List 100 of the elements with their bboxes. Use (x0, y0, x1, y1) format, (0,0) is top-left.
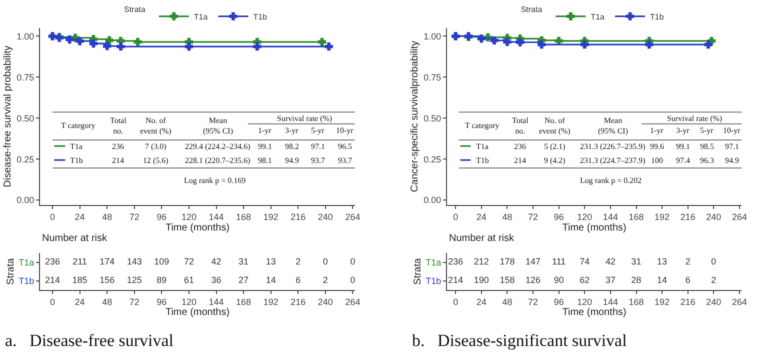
y-tick-label: 0.50 (424, 113, 442, 124)
x-tick-label: 192 (263, 212, 278, 222)
x-tick-label: 96 (156, 296, 167, 307)
x-tick-label: 120 (577, 296, 592, 307)
x-tick-label: 120 (181, 212, 196, 222)
data-label: 36 (211, 275, 222, 285)
annotation: 1-yr (650, 126, 664, 135)
data-label: 212 (474, 256, 489, 266)
legend-label: T1a (590, 12, 606, 22)
x-tick-label: 144 (602, 212, 618, 222)
data-label: 61 (184, 275, 194, 285)
x-tick-label: 0 (453, 212, 458, 222)
x-tick-label: 24 (74, 212, 85, 222)
x-tick-label: 240 (318, 296, 333, 307)
y-tick-label: 1.00 (424, 31, 442, 42)
annotation: Log rank p = 0.202 (580, 176, 642, 185)
annotation: 3-yr (676, 126, 690, 135)
data-label: 126 (526, 275, 541, 285)
data-label: 42 (605, 256, 616, 266)
y-tick-label: 0.75 (16, 72, 34, 82)
data-label: 158 (500, 275, 515, 285)
y-axis-title: Strata (6, 258, 17, 285)
x-tick-label: 264 (345, 212, 360, 222)
x-tick-label: 168 (236, 296, 252, 307)
data-label: 111 (552, 256, 566, 266)
y-tick-label: 0.00 (16, 195, 34, 206)
x-axis-title: Time (months) (562, 222, 626, 234)
data-label: 185 (72, 275, 88, 285)
annotation: 214 (514, 156, 526, 165)
y-tick-label: 0.75 (424, 72, 442, 82)
x-tick-label: 72 (528, 296, 538, 307)
text: a. Disease-free survival (5, 331, 174, 350)
point (516, 38, 524, 46)
annotation: No. of event (%) (539, 116, 571, 136)
point (477, 34, 486, 43)
annotation: T category (465, 121, 500, 130)
x-tick-label: 0 (453, 296, 458, 307)
annotation: T category (61, 121, 96, 130)
annotation: No. of event (%) (140, 116, 172, 136)
point (580, 40, 589, 49)
data-label: 214 (448, 275, 464, 285)
x-tick-label: 264 (732, 212, 748, 222)
annotation: 3-yr (285, 126, 299, 135)
data-label: 236 (448, 256, 464, 266)
annotation: T1a (70, 142, 83, 151)
x-tick-label: 168 (628, 296, 644, 307)
data-label: 0 (350, 256, 356, 266)
data-label: 14 (266, 275, 276, 285)
annotation: Total no. (110, 116, 128, 136)
data-label: 2 (296, 256, 301, 266)
data-label: 214 (44, 275, 60, 285)
data-label: 190 (474, 275, 489, 285)
legend-label: T1a (194, 12, 208, 22)
x-tick-label: 24 (476, 212, 486, 222)
x-tick-label: 96 (554, 296, 564, 307)
point (102, 42, 112, 50)
point (253, 42, 262, 51)
point (503, 38, 512, 46)
data-label: 72 (184, 256, 194, 266)
x-tick-label: 216 (290, 296, 306, 307)
annotation: 231.3 (224.7–237.9) (580, 156, 646, 165)
x-tick-label: 144 (208, 296, 224, 307)
x-tick-label: 240 (318, 212, 333, 222)
text: b. Disease-significant survival (412, 331, 628, 350)
annotation: 5-yr (311, 126, 325, 135)
x-tick-label: 48 (102, 296, 112, 307)
x-tick-label: 0 (50, 212, 56, 222)
data-label: 74 (580, 256, 590, 266)
data-label: 28 (631, 275, 642, 285)
point (105, 36, 114, 44)
chart-title: Number at risk (449, 233, 516, 244)
annotation: Mean (95% CI) (203, 116, 234, 136)
point (645, 40, 654, 49)
data-label: 6 (296, 275, 301, 285)
x-tick-label: 192 (654, 212, 670, 222)
annotation: 228.1 (220.7–235.6) (185, 156, 251, 165)
data-label: 31 (631, 256, 642, 266)
annotation: 93.7 (311, 156, 325, 165)
annotation: 99.6 (650, 142, 664, 151)
annotation: Total no. (512, 116, 530, 136)
annotation: 99.1 (676, 142, 690, 151)
x-tick-label: 72 (129, 212, 140, 222)
y-tick-label: 0.25 (424, 154, 442, 164)
data-label: 143 (126, 256, 142, 266)
legend-title: Strata (124, 5, 146, 14)
annotation: 7 (3.0) (145, 142, 167, 151)
annotation: 96.5 (338, 142, 352, 151)
annotation: T1a (476, 142, 489, 151)
y-axis-title: Cancer-specific survivalprobability (410, 40, 421, 192)
data-label: 2 (711, 275, 716, 285)
x-tick-label: 72 (528, 212, 538, 222)
annotation: 214 (112, 156, 124, 165)
y-tick-label: 0.25 (16, 154, 34, 164)
x-tick-label: 144 (208, 212, 224, 222)
legend-title: Strata (520, 5, 543, 14)
y-tick-label: 0.50 (16, 113, 34, 124)
point (76, 37, 84, 46)
x-tick-label: 168 (236, 212, 252, 222)
data-label: 62 (580, 275, 590, 285)
x-tick-label: 216 (290, 212, 306, 222)
